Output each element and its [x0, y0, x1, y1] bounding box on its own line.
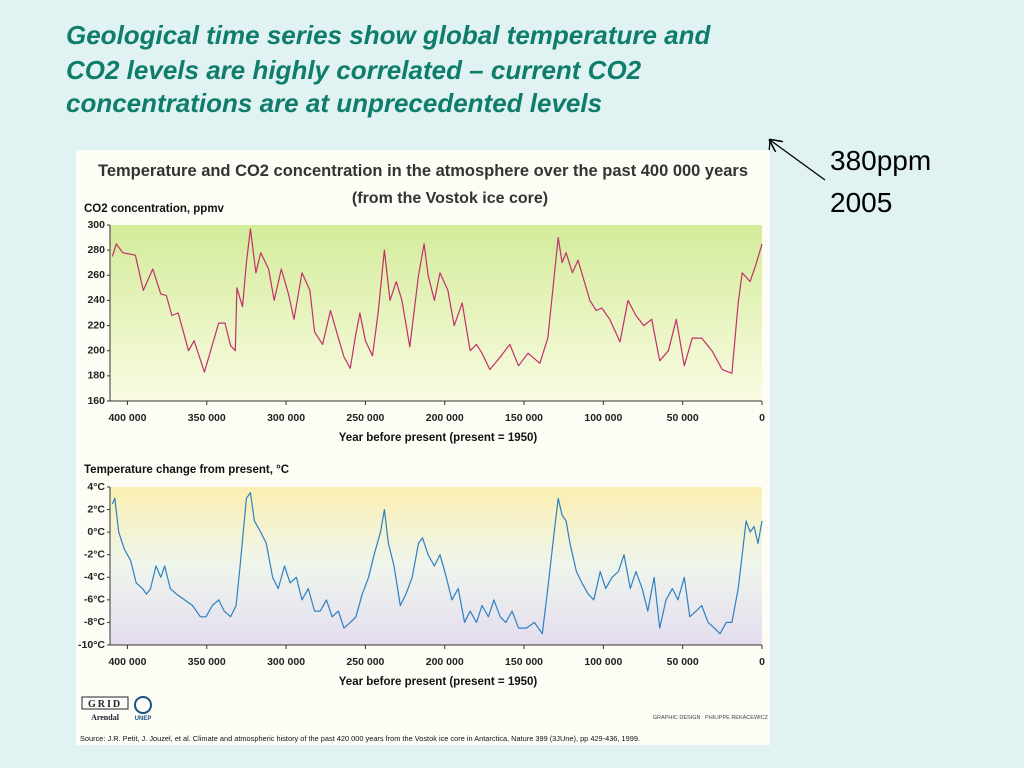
x-tick-label: 150 000 [505, 412, 543, 424]
x-tick-label: 300 000 [267, 412, 305, 424]
y-tick-label: -6°C [84, 594, 106, 606]
y-tick-label: 4°C [87, 481, 105, 493]
annotation: 2005 [830, 187, 892, 218]
x-tick-label: 0 [759, 656, 765, 668]
data-line [111, 228, 763, 374]
x-tick-label: 200 000 [426, 412, 464, 424]
plot-area [110, 225, 762, 401]
x-tick-label: 250 000 [346, 412, 384, 424]
x-tick-label: 300 000 [267, 656, 305, 668]
y-tick-label: 240 [87, 294, 105, 306]
x-tick-label: 50 000 [667, 656, 699, 668]
logo [81, 696, 129, 710]
arrow [770, 140, 826, 181]
x-tick-label: 350 000 [188, 656, 226, 668]
y-tick-label: 160 [87, 395, 105, 407]
y-tick-label: 300 [87, 219, 105, 231]
x-tick-label: 400 000 [108, 656, 146, 668]
y-tick-label: 220 [87, 319, 105, 331]
y-tick-label: 0°C [87, 526, 105, 538]
slide-title: Geological time series show global tempe… [66, 20, 712, 50]
y-tick-label: -4°C [84, 571, 106, 583]
x-tick-label: 100 000 [584, 412, 622, 424]
x-tick-label: 50 000 [667, 412, 699, 424]
y-axis-label: CO2 concentration, ppmv [84, 203, 225, 215]
plot-area [110, 487, 762, 645]
figure-subtitle: (from the Vostok ice core) [352, 190, 548, 207]
y-tick-label: -2°C [84, 548, 106, 560]
logo-text: Arendal [91, 713, 120, 722]
source: Source: J.R. Petit, J. Jouzel, et al. Cl… [80, 734, 640, 743]
x-tick-label: 100 000 [584, 656, 622, 668]
x-tick-label: 0 [759, 412, 765, 424]
x-tick-label: 250 000 [346, 656, 384, 668]
y-tick-label: 280 [87, 244, 105, 256]
x-tick-label: 400 000 [108, 412, 146, 424]
y-axis-label: Temperature change from present, °C [84, 464, 289, 476]
slide-title: CO2 levels are highly correlated – curre… [66, 55, 642, 85]
figure-title: Temperature and CO2 concentration in the… [98, 161, 748, 180]
x-axis-label: Year before present (present = 1950) [339, 676, 538, 688]
y-tick-label: -8°C [84, 616, 106, 628]
logo-text: GRID [88, 699, 122, 710]
x-tick-label: 150 000 [505, 656, 543, 668]
data-line [111, 492, 763, 635]
x-axis-label: Year before present (present = 1950) [339, 432, 538, 444]
credit: GRAPHIC DESIGN : PHILIPPE REKACEWICZ [653, 715, 769, 721]
y-tick-label: 180 [87, 370, 105, 382]
logo-text: UNEP [135, 716, 152, 722]
logo [134, 696, 152, 714]
y-tick-label: 260 [87, 269, 105, 281]
x-tick-label: 200 000 [426, 656, 464, 668]
y-tick-label: 2°C [87, 503, 105, 515]
y-tick-label: -10°C [78, 639, 105, 651]
x-tick-label: 350 000 [188, 412, 226, 424]
annotation: 380ppm [830, 145, 931, 176]
y-tick-label: 200 [87, 344, 105, 356]
slide-title: concentrations are at unprecedented leve… [66, 88, 602, 118]
